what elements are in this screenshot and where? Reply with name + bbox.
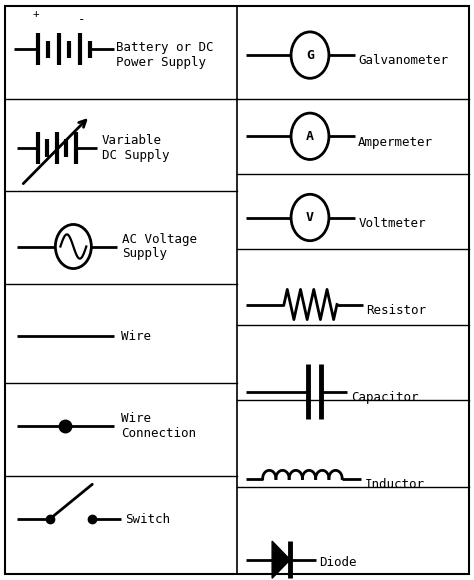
Text: Capacitor: Capacitor xyxy=(351,391,418,404)
Text: AC Voltage
Supply: AC Voltage Supply xyxy=(122,233,197,260)
Text: Wire: Wire xyxy=(121,330,151,343)
Text: Resistor: Resistor xyxy=(366,304,426,317)
Text: Inductor: Inductor xyxy=(365,478,425,491)
Text: +: + xyxy=(32,9,39,19)
Text: Galvanometer: Galvanometer xyxy=(358,55,448,67)
Text: V: V xyxy=(306,211,314,224)
Text: Diode: Diode xyxy=(319,556,357,569)
Text: Voltmeter: Voltmeter xyxy=(358,217,426,230)
Text: Wire
Connection: Wire Connection xyxy=(121,412,196,440)
Text: Variable
DC Supply: Variable DC Supply xyxy=(102,134,169,162)
Text: A: A xyxy=(306,130,314,143)
Text: Switch: Switch xyxy=(126,513,171,525)
Text: -: - xyxy=(78,13,86,26)
Text: Ampermeter: Ampermeter xyxy=(358,136,433,148)
Text: G: G xyxy=(306,49,314,61)
Polygon shape xyxy=(272,541,290,578)
Text: Battery or DC
Power Supply: Battery or DC Power Supply xyxy=(116,41,213,69)
